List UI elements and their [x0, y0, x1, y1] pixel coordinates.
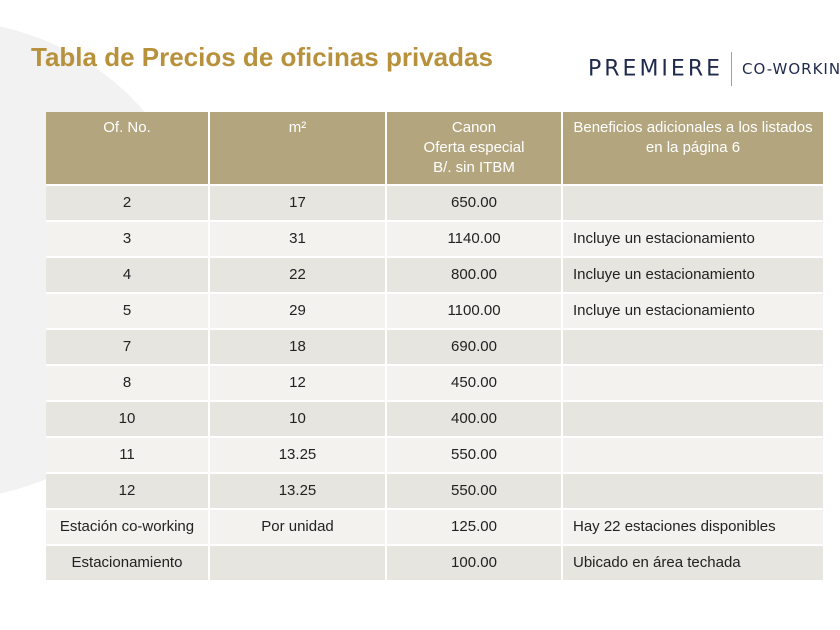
column-header: Canon Oferta especial B/. sin ITBM: [386, 112, 563, 185]
table-cell: Ubicado en área techada: [562, 544, 823, 580]
table-cell: 12: [46, 472, 210, 509]
table-cell: Incluye un estacionamiento: [562, 292, 823, 329]
table-cell: Incluye un estacionamiento: [562, 220, 823, 257]
table-cell: 10: [209, 400, 387, 437]
table-cell: Hay 22 estaciones disponibles: [562, 508, 823, 545]
title: Tabla de Precios de oficinas privadas: [31, 42, 493, 72]
table-row: 12 13.25 550.00: [46, 472, 823, 509]
table-cell: 10: [46, 400, 210, 437]
table-header: Of. No. m² Canon Oferta especial B/. sin I…: [46, 112, 823, 185]
table-cell: [562, 400, 823, 437]
table-row: 2 17 650.00: [46, 184, 823, 221]
table-cell: 7: [46, 328, 210, 365]
table-cell: 2: [46, 184, 210, 221]
table-row: 8 12 450.00: [46, 364, 823, 401]
table-cell: 1140.00: [386, 220, 563, 257]
table-cell: 18: [209, 328, 387, 365]
table-row: 3 31 1140.00 Incluye un estacionamiento: [46, 220, 823, 257]
table-cell: 13.25: [209, 436, 387, 473]
table-row: Estación co-working Por unidad 125.00 Hay 2…: [46, 508, 823, 545]
table-cell: 800.00: [386, 256, 563, 293]
table-cell: Por unidad: [209, 508, 387, 545]
table-cell: 29: [209, 292, 387, 329]
table-row: Estacionamiento 100.00 Ubicado en área tec…: [46, 544, 823, 580]
table-cell: 5: [46, 292, 210, 329]
column-header: Of. No.: [46, 112, 210, 185]
table-row: 5 29 1100.00 Incluye un estacionamiento: [46, 292, 823, 329]
table-cell: 650.00: [386, 184, 563, 221]
table-cell: 125.00: [386, 508, 563, 545]
table-cell: 550.00: [386, 436, 563, 473]
logo-name: PREMIERE: [588, 56, 724, 82]
table-cell: 13.25: [209, 472, 387, 509]
table-cell: [562, 436, 823, 473]
price-table: Of. No. m² Canon Oferta especial B/. sin I…: [46, 112, 823, 580]
table-cell: 22: [209, 256, 387, 293]
table-cell: [562, 328, 823, 365]
table-cell: Estacionamiento: [46, 544, 210, 580]
logo-tagline: CO-WORKING: [742, 60, 840, 78]
table-cell: 31: [209, 220, 387, 257]
column-header: Beneficios adicionales a los listados en…: [562, 112, 823, 185]
table-body: 2 17 650.00 3 31 1140.00 Incluye un estacionam…: [46, 184, 823, 580]
table-cell: Incluye un estacionamiento: [562, 256, 823, 293]
table-cell: 8: [46, 364, 210, 401]
table-cell: [209, 544, 387, 580]
column-header: m²: [209, 112, 387, 185]
table-cell: 4: [46, 256, 210, 293]
table-cell: 17: [209, 184, 387, 221]
table-cell: 100.00: [386, 544, 563, 580]
table-cell: 400.00: [386, 400, 563, 437]
table-cell: 550.00: [386, 472, 563, 509]
table-cell: [562, 472, 823, 509]
table-cell: Estación co-working: [46, 508, 210, 545]
logo: PREMIERE CO-WORKING: [588, 52, 840, 88]
table-cell: 3: [46, 220, 210, 257]
table-row: 11 13.25 550.00: [46, 436, 823, 473]
table-cell: 450.00: [386, 364, 563, 401]
table-row: 7 18 690.00: [46, 328, 823, 365]
table-cell: [562, 364, 823, 401]
header-row: Of. No. m² Canon Oferta especial B/. sin I…: [46, 112, 823, 185]
table-row: 4 22 800.00 Incluye un estacionamiento: [46, 256, 823, 293]
table-cell: 1100.00: [386, 292, 563, 329]
table-cell: [562, 184, 823, 221]
table-cell: 12: [209, 364, 387, 401]
table-cell: 11: [46, 436, 210, 473]
table-cell: 690.00: [386, 328, 563, 365]
table-row: 10 10 400.00: [46, 400, 823, 437]
logo-separator: [731, 52, 733, 86]
